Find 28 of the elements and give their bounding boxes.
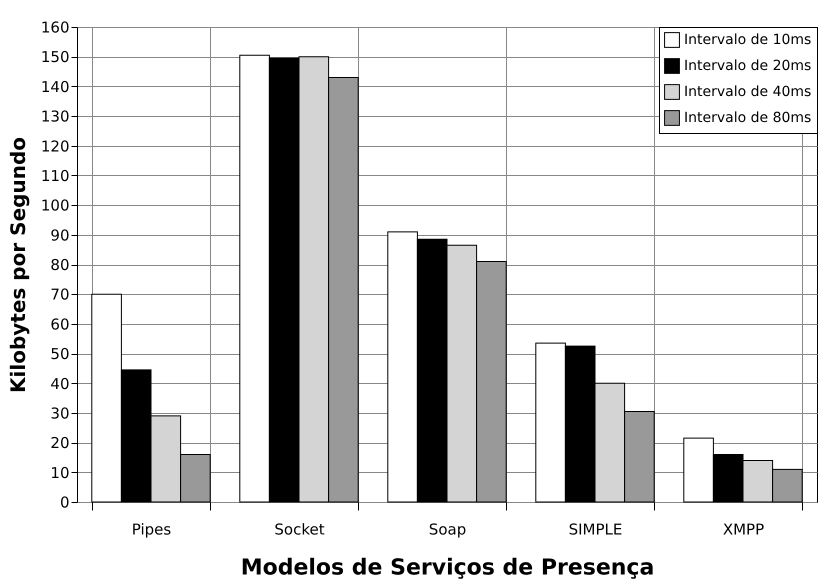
legend-label: Intervalo de 80ms bbox=[684, 110, 812, 126]
x-tick-label: Pipes bbox=[132, 520, 172, 538]
y-tick-label: 90 bbox=[50, 226, 70, 244]
y-tick-label: 80 bbox=[50, 256, 70, 274]
y-tick-label: 70 bbox=[50, 286, 70, 304]
y-tick-label: 130 bbox=[40, 108, 70, 126]
legend-label: Intervalo de 10ms bbox=[684, 32, 812, 48]
x-tick-label: SIMPLE bbox=[568, 520, 622, 538]
y-tick-label: 150 bbox=[40, 48, 70, 66]
x-tick-label: Socket bbox=[274, 520, 325, 538]
y-tick-label: 120 bbox=[40, 137, 70, 156]
x-tick-label: XMPP bbox=[722, 520, 764, 538]
y-tick-label: 40 bbox=[50, 374, 70, 393]
legend-label: Intervalo de 20ms bbox=[684, 58, 812, 74]
y-tick-label: 110 bbox=[40, 166, 70, 185]
x-tick-label: Soap bbox=[428, 520, 466, 538]
y-tick-label: 30 bbox=[50, 404, 70, 422]
y-tick-label: 60 bbox=[50, 315, 70, 334]
x-axis-title: Modelos de Serviços de Presença bbox=[240, 556, 654, 580]
y-tick-label: 160 bbox=[40, 18, 70, 36]
y-tick-label: 140 bbox=[40, 78, 70, 96]
y-tick-label: 0 bbox=[60, 494, 70, 512]
y-axis-title: Kilobytes por Segundo bbox=[6, 137, 30, 393]
y-tick-label: 10 bbox=[50, 464, 70, 482]
legend-label: Intervalo de 40ms bbox=[684, 84, 812, 100]
y-tick-label: 20 bbox=[50, 434, 70, 452]
y-tick-label: 50 bbox=[50, 345, 70, 364]
y-tick-label: 100 bbox=[40, 196, 70, 215]
